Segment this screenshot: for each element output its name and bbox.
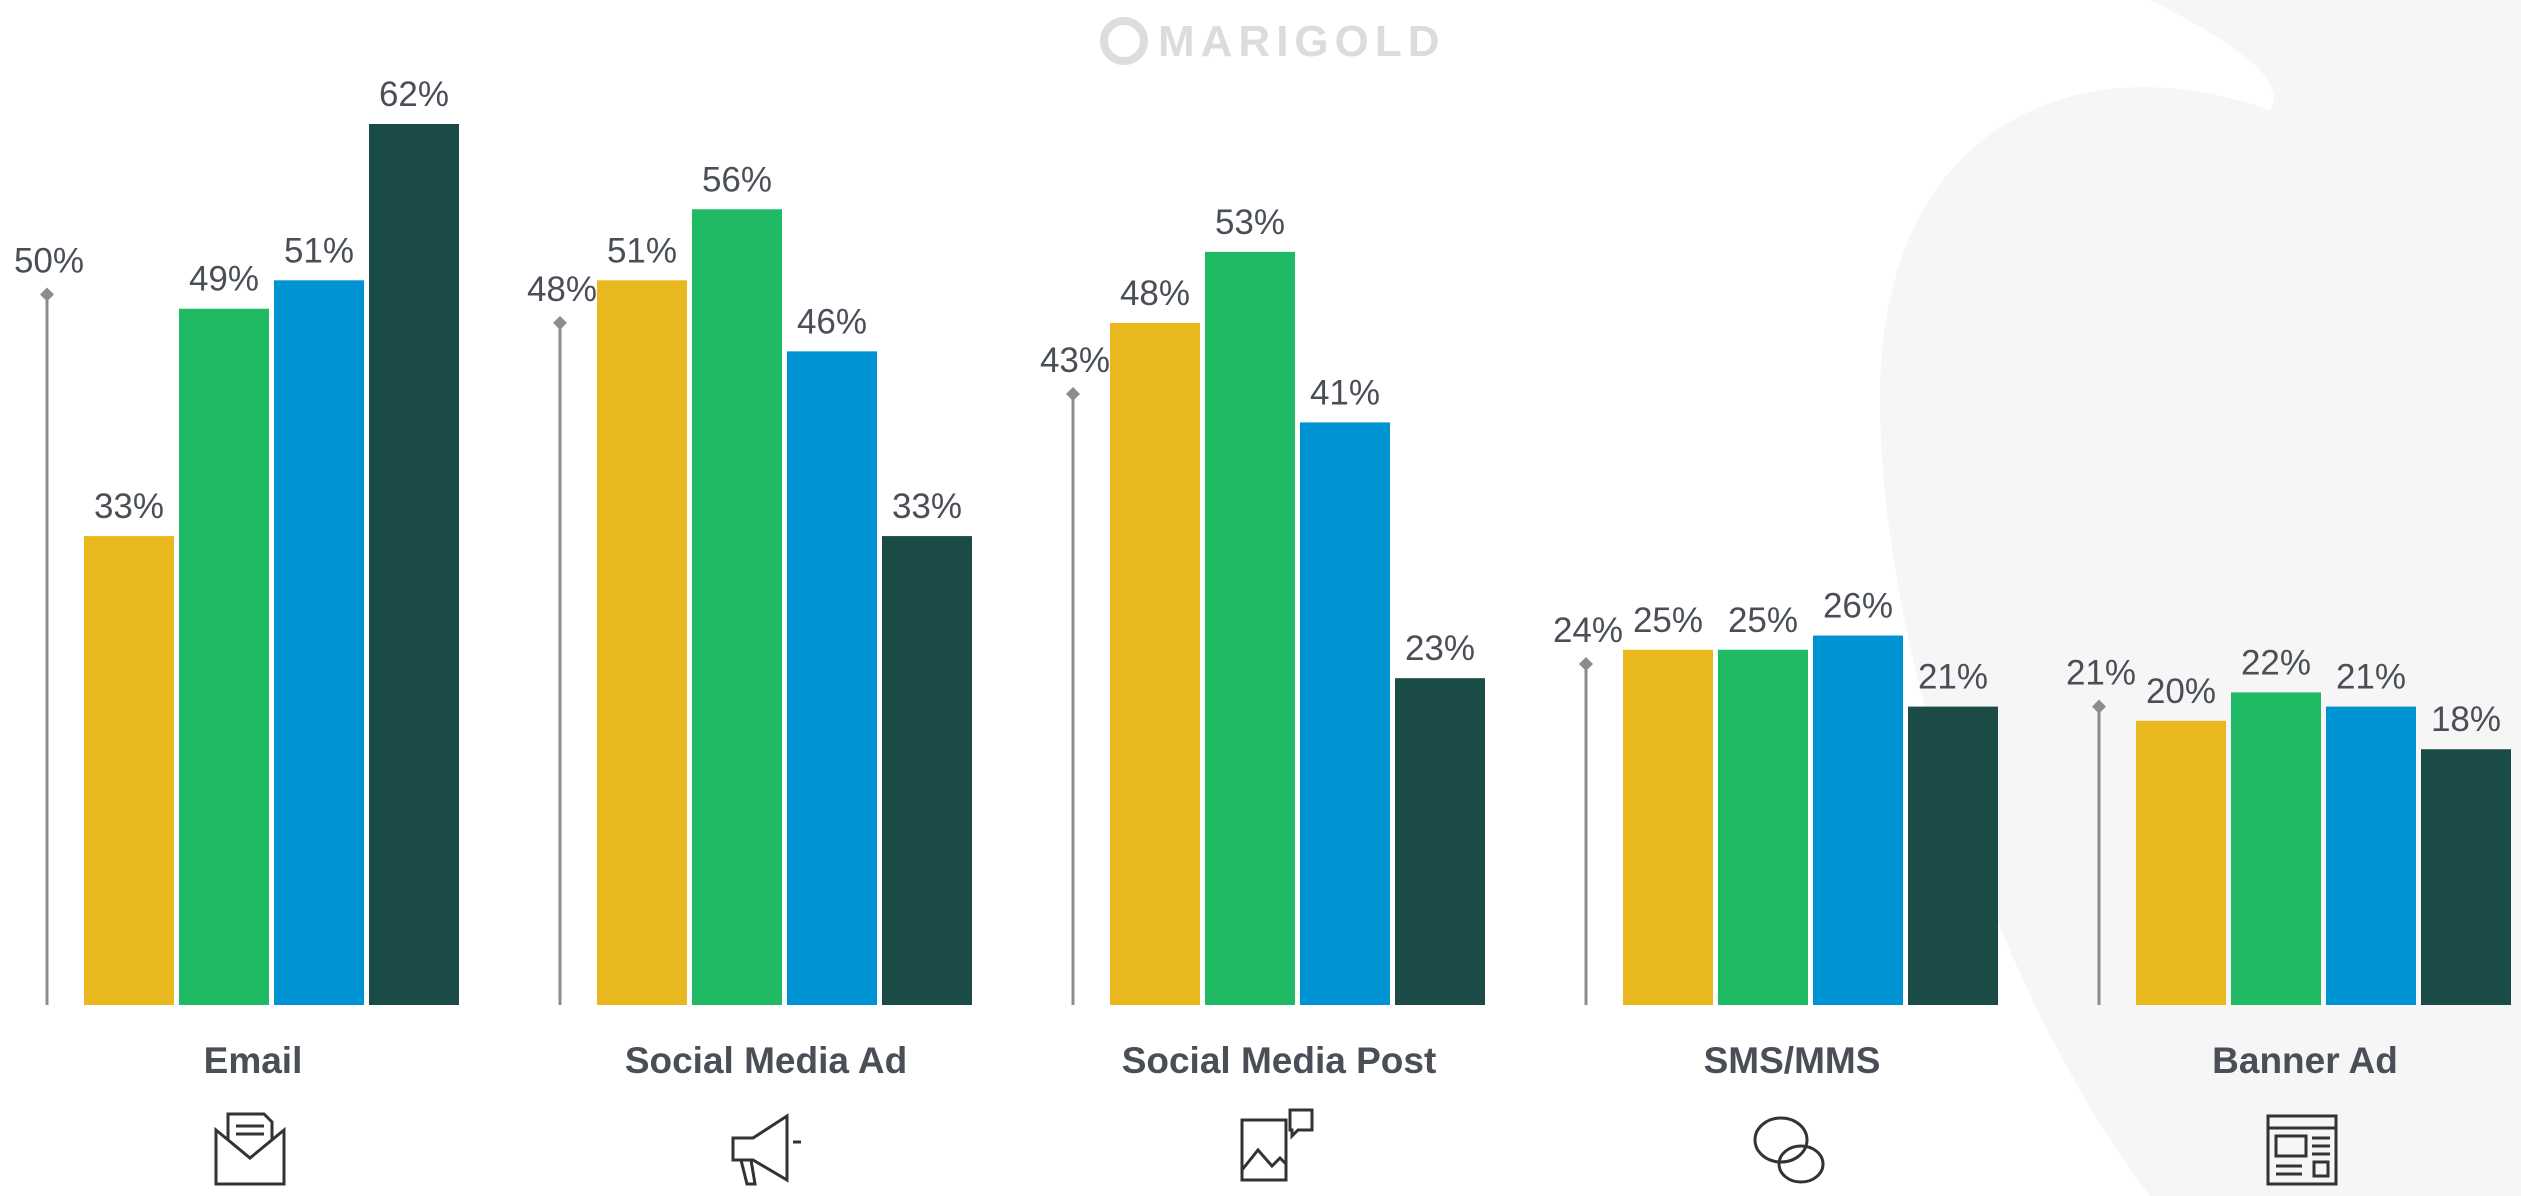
- bar: [1300, 422, 1390, 1006]
- logo-mark: [1100, 17, 1148, 65]
- value-label: 53%: [1215, 203, 1285, 242]
- category-label: Social Media Post: [1122, 1040, 1437, 1081]
- megaphone-icon: [731, 1113, 801, 1186]
- bar: [597, 280, 687, 1005]
- bar: [882, 536, 972, 1005]
- category-label: Banner Ad: [2212, 1040, 2398, 1081]
- social-post-icon: [1240, 1108, 1314, 1182]
- value-label: 22%: [2241, 643, 2311, 682]
- email-icon: [214, 1112, 286, 1186]
- stem-head: [553, 315, 567, 330]
- stem-head: [1579, 656, 1593, 671]
- value-label: 23%: [1405, 629, 1475, 668]
- bar: [1110, 322, 1200, 1005]
- value-label: 21%: [2066, 654, 2136, 693]
- category-label: Social Media Ad: [625, 1040, 907, 1081]
- bar: [179, 308, 269, 1005]
- value-label: 33%: [892, 487, 962, 526]
- bar: [1908, 706, 1998, 1005]
- icons: [214, 1108, 2338, 1186]
- value-label: 21%: [1918, 658, 1988, 697]
- logo: MARIGOLD: [1158, 17, 1446, 66]
- value-label: 25%: [1728, 601, 1798, 640]
- value-label: 20%: [2146, 672, 2216, 711]
- bar: [2326, 706, 2416, 1005]
- value-label: 33%: [94, 487, 164, 526]
- stem-head: [1066, 386, 1080, 401]
- bar: [1395, 678, 1485, 1005]
- category-label: Email: [204, 1040, 303, 1081]
- value-label: 18%: [2431, 700, 2501, 739]
- value-label: 50%: [14, 242, 84, 281]
- bar: [1813, 635, 1903, 1005]
- value-label: 56%: [702, 160, 772, 199]
- bar: [274, 280, 364, 1005]
- bar: [692, 209, 782, 1006]
- stem-head: [2092, 699, 2106, 714]
- sms-icon: [1753, 1116, 1825, 1184]
- value-label: 46%: [797, 302, 867, 341]
- stem-head: [40, 287, 54, 302]
- bar: [1205, 251, 1295, 1006]
- value-label: 41%: [1310, 373, 1380, 412]
- bar: [1623, 649, 1713, 1005]
- value-label: 62%: [379, 75, 449, 114]
- banner-ad-icon: [2266, 1114, 2338, 1186]
- value-label: 43%: [1040, 341, 1110, 380]
- value-label: 48%: [1120, 274, 1190, 313]
- bar: [1718, 649, 1808, 1005]
- bar: [2421, 749, 2511, 1005]
- bar: [369, 124, 459, 1005]
- value-label: 25%: [1633, 601, 1703, 640]
- value-label: 51%: [607, 231, 677, 270]
- bar: [84, 536, 174, 1005]
- value-label: 21%: [2336, 658, 2406, 697]
- value-label: 51%: [284, 231, 354, 270]
- value-label: 49%: [189, 260, 259, 299]
- value-label: 26%: [1823, 587, 1893, 626]
- background-shape: [1880, 0, 2521, 1196]
- bar: [2231, 692, 2321, 1005]
- category-label: SMS/MMS: [1704, 1040, 1881, 1081]
- bar: [787, 351, 877, 1005]
- bar: [2136, 720, 2226, 1005]
- value-label: 24%: [1553, 611, 1623, 650]
- value-label: 48%: [527, 270, 597, 309]
